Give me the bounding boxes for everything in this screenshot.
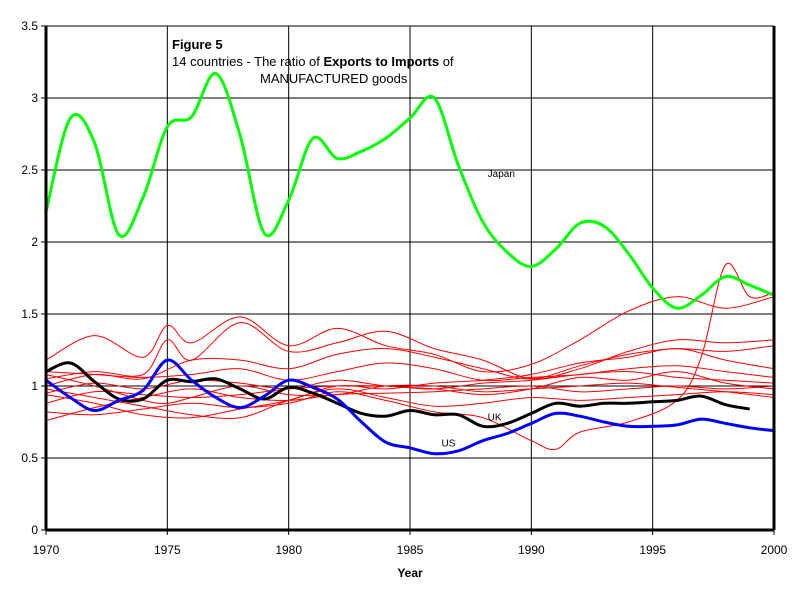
x-tick-labels: 1970 1975 1980 1985 1990 1995 2000 — [33, 543, 788, 557]
y-tick-label: 2 — [31, 235, 38, 249]
series-line-other-country-11 — [45, 348, 775, 419]
axes — [41, 25, 776, 535]
y-tick-label: 0.5 — [21, 451, 38, 465]
x-tick-label: 1980 — [275, 543, 302, 557]
chart-title-block: Figure 5 14 countries - The ratio of Exp… — [172, 36, 454, 87]
x-tick-label: 1970 — [33, 543, 60, 557]
y-tick-label: 3.5 — [21, 19, 38, 33]
series-label-japan: Japan — [488, 169, 515, 180]
y-tick-label: 0 — [31, 523, 38, 537]
y-tick-label: 1.5 — [21, 307, 38, 321]
subtitle-part-0: 14 countries - The ratio of — [172, 54, 324, 69]
gridlines — [45, 25, 775, 531]
x-tick-label: 1990 — [518, 543, 545, 557]
chart-subtitle-line2: MANUFACTURED goods — [260, 71, 408, 86]
x-tick-label: 1975 — [154, 543, 181, 557]
x-tick-label: 2000 — [761, 543, 788, 557]
x-axis-title: Year — [397, 566, 423, 580]
x-tick-label: 1985 — [397, 543, 424, 557]
series-line-other-country-9 — [45, 262, 775, 451]
series-label-us: US — [442, 438, 456, 449]
series-label-uk: UK — [488, 413, 502, 424]
series-layer — [44, 72, 775, 456]
y-tick-label: 3 — [31, 91, 38, 105]
y-tick-label: 1 — [31, 379, 38, 393]
subtitle-part-1: Exports to Imports — [323, 54, 440, 69]
series-line-other-country-3 — [45, 345, 775, 387]
series-line-japan — [44, 72, 775, 310]
series-line-other-country-6 — [45, 371, 775, 404]
series-line-other-country-1 — [45, 296, 775, 373]
series-line-us — [45, 358, 775, 456]
x-tick-label: 1995 — [639, 543, 666, 557]
series-line-other-country-10 — [45, 374, 775, 404]
subtitle-part-2: of — [439, 54, 454, 69]
series-labels: Japan UK US — [442, 169, 515, 449]
y-tick-labels: 0 0.5 1 1.5 2 2.5 3 3.5 — [21, 19, 38, 537]
series-line-other-country-7 — [45, 385, 775, 422]
y-tick-label: 2.5 — [21, 163, 38, 177]
chart-title: Figure 5 — [172, 37, 223, 52]
series-line-other-country-8 — [45, 388, 775, 420]
series-line-uk — [45, 361, 750, 429]
series-line-other-country-2 — [45, 322, 775, 380]
chart-subtitle: 14 countries - The ratio of Exports to I… — [172, 53, 454, 70]
series-line-other-country-4 — [45, 362, 775, 382]
